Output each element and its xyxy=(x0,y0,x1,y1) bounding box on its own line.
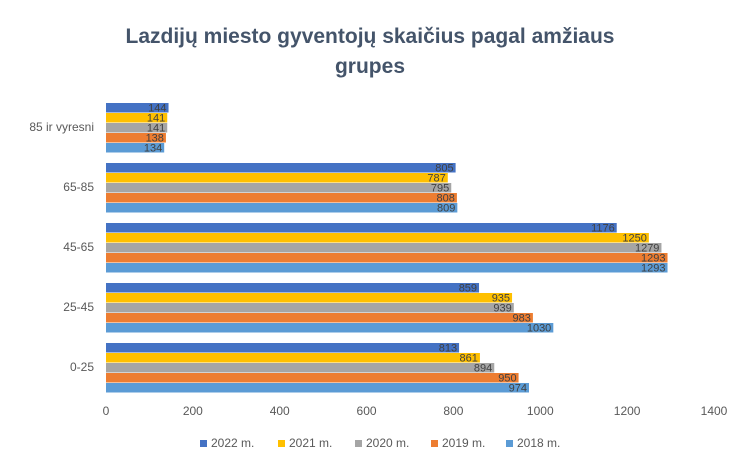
bar xyxy=(106,353,480,363)
legend-marker xyxy=(506,440,513,447)
bar xyxy=(106,103,169,113)
value-label: 141 xyxy=(147,122,165,134)
legend-label: 2022 m. xyxy=(211,436,254,450)
legend-marker xyxy=(278,440,285,447)
value-label: 787 xyxy=(427,172,445,184)
bar xyxy=(106,233,649,243)
bar xyxy=(106,173,448,183)
legend-marker xyxy=(355,440,362,447)
legend-label: 2018 m. xyxy=(517,436,560,450)
value-label: 805 xyxy=(435,162,453,174)
x-tick-label: 600 xyxy=(357,404,377,418)
bar xyxy=(106,203,458,213)
value-label: 950 xyxy=(498,372,516,384)
legend-label: 2021 m. xyxy=(289,436,332,450)
value-label: 134 xyxy=(144,142,162,154)
bar xyxy=(106,283,480,293)
x-tick-label: 1000 xyxy=(527,404,554,418)
x-tick-label: 1200 xyxy=(614,404,641,418)
y-tick-label: 45-65 xyxy=(63,240,94,254)
bar xyxy=(106,313,533,323)
bar xyxy=(106,323,554,333)
value-label: 1176 xyxy=(591,222,615,234)
y-tick-label: 65-85 xyxy=(63,180,94,194)
x-tick-label: 400 xyxy=(270,404,290,418)
legend-marker xyxy=(200,440,207,447)
bar xyxy=(106,363,495,373)
bar xyxy=(106,303,514,313)
bar xyxy=(106,163,456,173)
value-label: 809 xyxy=(437,202,455,214)
value-label: 1293 xyxy=(641,252,665,264)
y-tick-label: 0-25 xyxy=(70,360,94,374)
bar xyxy=(106,243,662,253)
value-label: 894 xyxy=(474,362,492,374)
value-label: 861 xyxy=(460,352,478,364)
value-label: 939 xyxy=(493,302,511,314)
value-label: 935 xyxy=(492,292,510,304)
bar xyxy=(106,263,668,273)
value-label: 138 xyxy=(146,132,164,144)
chart-title: Lazdijų miesto gyventojų skaičius pagal … xyxy=(125,25,615,78)
legend-label: 2020 m. xyxy=(366,436,409,450)
bar xyxy=(106,133,166,143)
value-label: 1250 xyxy=(622,232,646,244)
value-label: 1030 xyxy=(527,322,551,334)
bar xyxy=(106,123,168,133)
bar xyxy=(106,223,617,233)
y-tick-label: 25-45 xyxy=(63,300,94,314)
value-label: 1293 xyxy=(641,262,665,274)
bar xyxy=(106,113,168,123)
bar xyxy=(106,183,452,193)
value-label: 859 xyxy=(459,282,477,294)
value-label: 141 xyxy=(147,112,165,124)
legend-label: 2019 m. xyxy=(442,436,485,450)
value-label: 983 xyxy=(513,312,531,324)
y-tick-label: 85 ir vyresni xyxy=(29,120,94,134)
value-label: 144 xyxy=(148,102,166,114)
value-label: 795 xyxy=(431,182,449,194)
x-tick-label: 0 xyxy=(103,404,110,418)
bar xyxy=(106,293,513,303)
bar xyxy=(106,143,165,153)
value-label: 974 xyxy=(509,382,527,394)
value-label: 813 xyxy=(439,342,457,354)
value-label: 1279 xyxy=(635,242,659,254)
value-label: 808 xyxy=(437,192,455,204)
x-tick-label: 800 xyxy=(443,404,463,418)
bar xyxy=(106,193,457,203)
bar xyxy=(106,373,519,383)
bar xyxy=(106,253,668,263)
bar xyxy=(106,383,529,393)
legend-marker xyxy=(431,440,438,447)
x-tick-label: 200 xyxy=(183,404,203,418)
bar xyxy=(106,343,460,353)
x-tick-label: 1400 xyxy=(701,404,728,418)
